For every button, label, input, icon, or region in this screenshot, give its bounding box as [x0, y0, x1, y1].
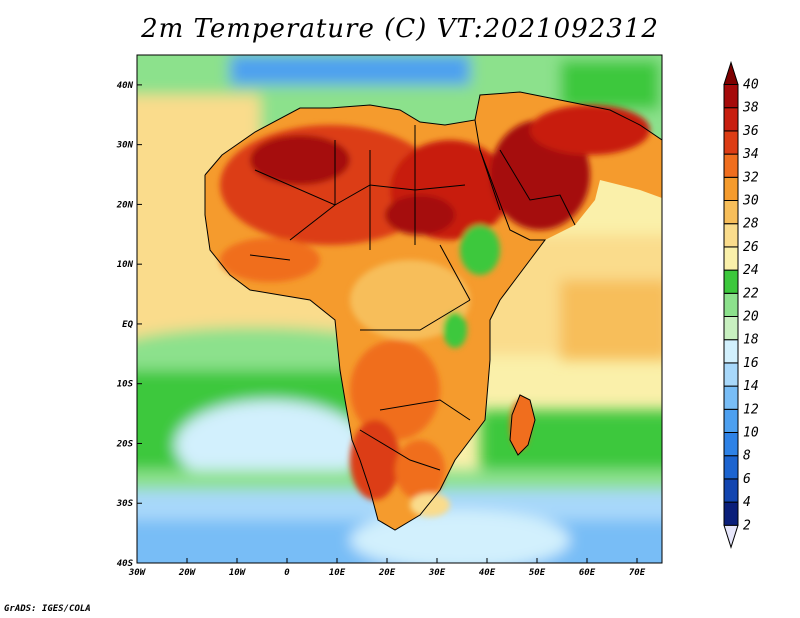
lon-tick-label: 60E — [579, 568, 596, 578]
colorbar-label: 40 — [743, 78, 759, 93]
lat-tick-label: 30N — [116, 141, 134, 151]
colorbar-label: 16 — [743, 356, 759, 371]
colorbar-swatch — [723, 269, 739, 294]
colorbar-swatch — [723, 385, 739, 410]
colorbar-swatch — [723, 246, 739, 271]
colorbar-swatch — [723, 339, 739, 364]
lat-tick-label: 10N — [117, 260, 134, 270]
lat-tick-label: EQ — [122, 320, 133, 330]
colorbar-swatch — [723, 316, 739, 341]
colorbar-swatch — [723, 408, 739, 433]
lon-tick-label: 20E — [378, 568, 396, 578]
grads-credit: GrADS: IGES/COLA — [4, 604, 91, 614]
colorbar-label: 6 — [743, 472, 751, 487]
colorbar-label: 26 — [743, 240, 759, 255]
colorbar-label: 2 — [743, 518, 751, 533]
lat-tick-label: 40N — [117, 81, 134, 91]
colorbar-swatch — [723, 292, 739, 317]
colorbar-swatch — [723, 432, 739, 457]
lat-tick-label: 10S — [117, 380, 134, 390]
lon-tick-label: 10W — [229, 568, 247, 578]
colorbar-label: 34 — [742, 147, 759, 162]
lon-tick-label: 30E — [428, 568, 446, 578]
map-title: 2m Temperature (C) VT:2021092312 — [141, 14, 659, 44]
colorbar-label: 28 — [743, 217, 759, 232]
colorbar-upper-arrow — [723, 60, 739, 85]
colorbar-swatch — [723, 107, 739, 132]
lon-tick-label: 10E — [329, 568, 346, 578]
colorbar-lower-arrow — [723, 524, 739, 549]
colorbar-label: 30 — [742, 194, 759, 209]
longitude-axis: 30W 20W 10W 0 10E 20E 30E 40E 50E 60E 70E — [128, 558, 646, 578]
colorbar-label: 4 — [743, 495, 751, 510]
colorbar-swatch — [723, 362, 739, 387]
land-temperature — [205, 92, 662, 530]
lat-tick-label: 20S — [116, 439, 134, 449]
lat-tick-label: 40S — [117, 559, 134, 569]
colorbar-swatch — [723, 200, 739, 225]
colorbar-swatch — [723, 478, 739, 503]
colorbar-label: 14 — [743, 379, 759, 394]
colorbar-swatch — [723, 501, 739, 526]
lon-tick-label: 20W — [178, 568, 197, 578]
colorbar-label: 38 — [742, 101, 759, 116]
colorbar-swatch — [723, 455, 739, 480]
colorbar-swatch — [723, 223, 739, 248]
colorbar-label: 18 — [743, 333, 759, 348]
colorbar-label: 10 — [743, 426, 759, 441]
map-field — [137, 55, 662, 563]
colorbar-label: 24 — [743, 263, 759, 278]
borders — [204, 91, 662, 531]
lon-tick-label: 40E — [479, 568, 496, 578]
colorbar-swatch — [723, 130, 739, 155]
colorbar-label: 22 — [743, 286, 759, 301]
colorbar-swatch — [723, 84, 739, 109]
colorbar-label: 32 — [742, 170, 759, 185]
colorbar-swatch — [723, 153, 739, 178]
colorbar-label: 8 — [743, 449, 751, 464]
lon-tick-label: 30W — [128, 568, 147, 578]
latitude-axis: 40S 30S 20S 10S EQ 10N 20N 30N 40N — [116, 81, 142, 569]
lon-tick-label: 0 — [284, 568, 290, 578]
colorbar-label: 12 — [743, 402, 759, 417]
plot-frame — [136, 54, 663, 564]
lon-tick-label: 50E — [529, 568, 546, 578]
lat-tick-label: 30S — [116, 499, 134, 509]
colorbar-swatch — [723, 176, 739, 202]
colorbar-label: 36 — [742, 124, 759, 139]
lon-tick-label: 70E — [629, 568, 646, 578]
colorbar-label: 20 — [743, 310, 759, 325]
lat-tick-label: 20N — [116, 200, 134, 210]
